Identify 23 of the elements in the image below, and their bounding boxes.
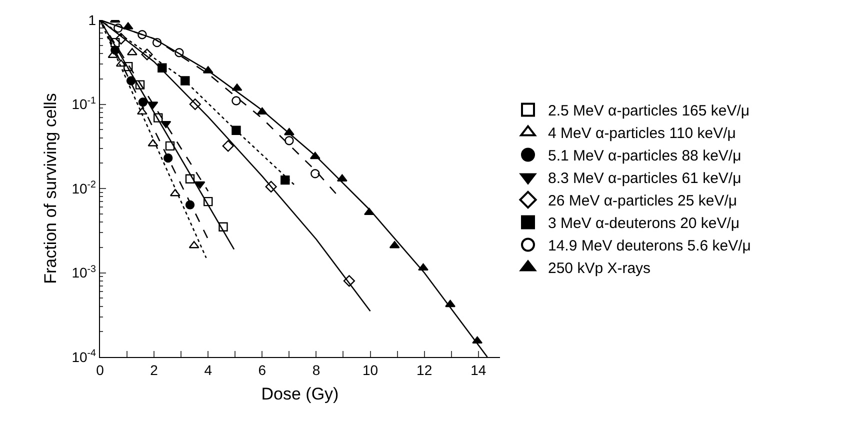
legend-label: 5.1 MeV α-particles 88 keV/μ <box>548 148 742 165</box>
x-tick-label: 14 <box>470 362 486 378</box>
y-tick-label: 10$^{-3}$ <box>72 264 97 281</box>
x-tick-label: 2 <box>150 362 158 378</box>
legend-label: 3 MeV α-deuterons 20 keV/μ <box>548 215 740 232</box>
y-tick-label: 10$^{-4}$ <box>72 348 97 365</box>
legend-label: 26 MeV α-particles 25 keV/μ <box>548 192 738 210</box>
legend-label: 14.9 MeV deuterons 5.6 keV/μ <box>548 238 751 255</box>
legend-label: 2.5 MeV α-particles 165 keV/μ <box>548 102 750 120</box>
y-axis-title: Fraction of surviving cells <box>40 93 60 284</box>
y-tick-label: 10$^{-1}$ <box>72 95 96 112</box>
y-tick-label: 10$^{-2}$ <box>72 180 96 196</box>
legend-label: 250 kVp X-rays <box>548 260 651 278</box>
x-tick-label: 10 <box>362 362 378 378</box>
legend-label: 4 MeV α-particles 110 keV/μ <box>548 125 736 142</box>
x-tick-label: 0 <box>96 362 104 378</box>
x-tick-label: 4 <box>204 362 212 378</box>
y-tick-label: 1 <box>88 12 96 28</box>
x-tick-label: 12 <box>416 362 432 378</box>
legend-label: 8.3 MeV α-particles 61 keV/μ <box>548 170 742 188</box>
x-tick-label: 6 <box>258 362 266 378</box>
x-tick-label: 8 <box>312 362 320 378</box>
x-axis-title: Dose (Gy) <box>261 384 339 404</box>
